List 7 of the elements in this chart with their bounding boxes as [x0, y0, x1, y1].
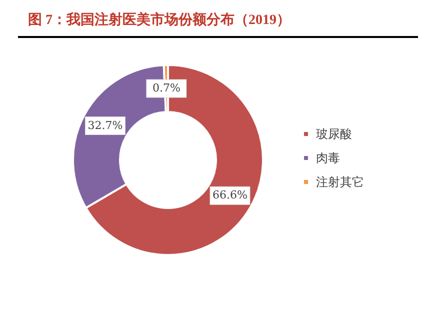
data-label: 0.7% — [152, 82, 180, 95]
legend-label: 肉毒 — [316, 151, 340, 165]
chart-title: 图 7：我国注射医美市场份额分布（2019） — [28, 11, 290, 28]
legend-label: 注射其它 — [316, 175, 364, 189]
data-label: 32.7% — [88, 118, 123, 132]
data-label: 66.6% — [212, 188, 248, 202]
legend-label: 玻尿酸 — [316, 127, 352, 141]
